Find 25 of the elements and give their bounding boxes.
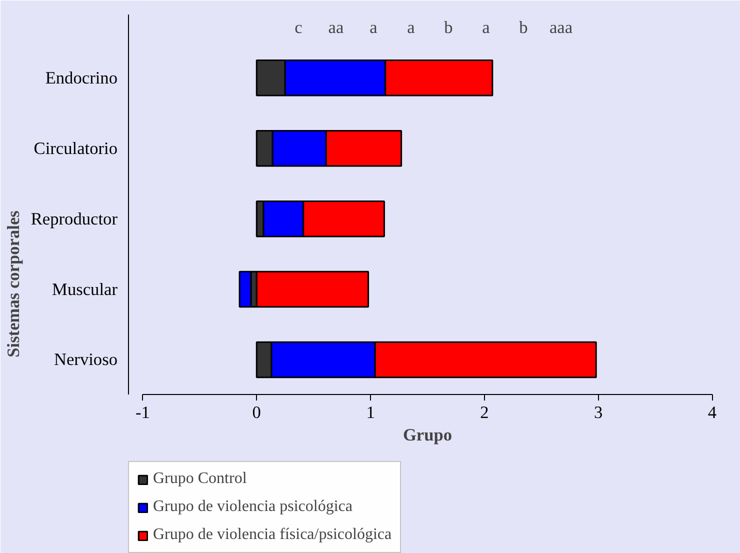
- x-tick-label: 2: [480, 402, 489, 422]
- y-tick-label: Reproductor: [30, 209, 118, 228]
- text: b: [444, 18, 453, 38]
- x-tick-label: 4: [708, 402, 717, 422]
- text: a: [482, 18, 490, 38]
- text: a: [407, 18, 416, 38]
- x-tick-label: 1: [366, 402, 375, 422]
- y-tick-label: Endocrino: [45, 68, 118, 88]
- x-tick-label: 3: [594, 402, 603, 422]
- x-axis-title: Grupo: [402, 426, 452, 444]
- text: aa: [328, 18, 344, 38]
- legend-label: Grupo Control: [153, 470, 247, 488]
- x-tick-label: 0: [252, 402, 261, 422]
- y-tick-label: Muscular: [52, 280, 118, 299]
- text: b: [519, 18, 528, 38]
- bar: [256, 270, 370, 308]
- y-axis-title: Sistemas corporales: [4, 210, 23, 358]
- y-tick-label: Circulatorio: [34, 138, 118, 158]
- y-tick-label: Nervioso: [54, 350, 118, 370]
- x-tick-label: -1: [136, 402, 150, 422]
- text: aaa: [549, 18, 573, 38]
- legend-label: Grupo de violencia psicológica: [153, 498, 352, 516]
- text: c: [294, 18, 303, 38]
- text: a: [370, 18, 378, 38]
- legend-label: Grupo de violencia física/psicológica: [153, 526, 392, 544]
